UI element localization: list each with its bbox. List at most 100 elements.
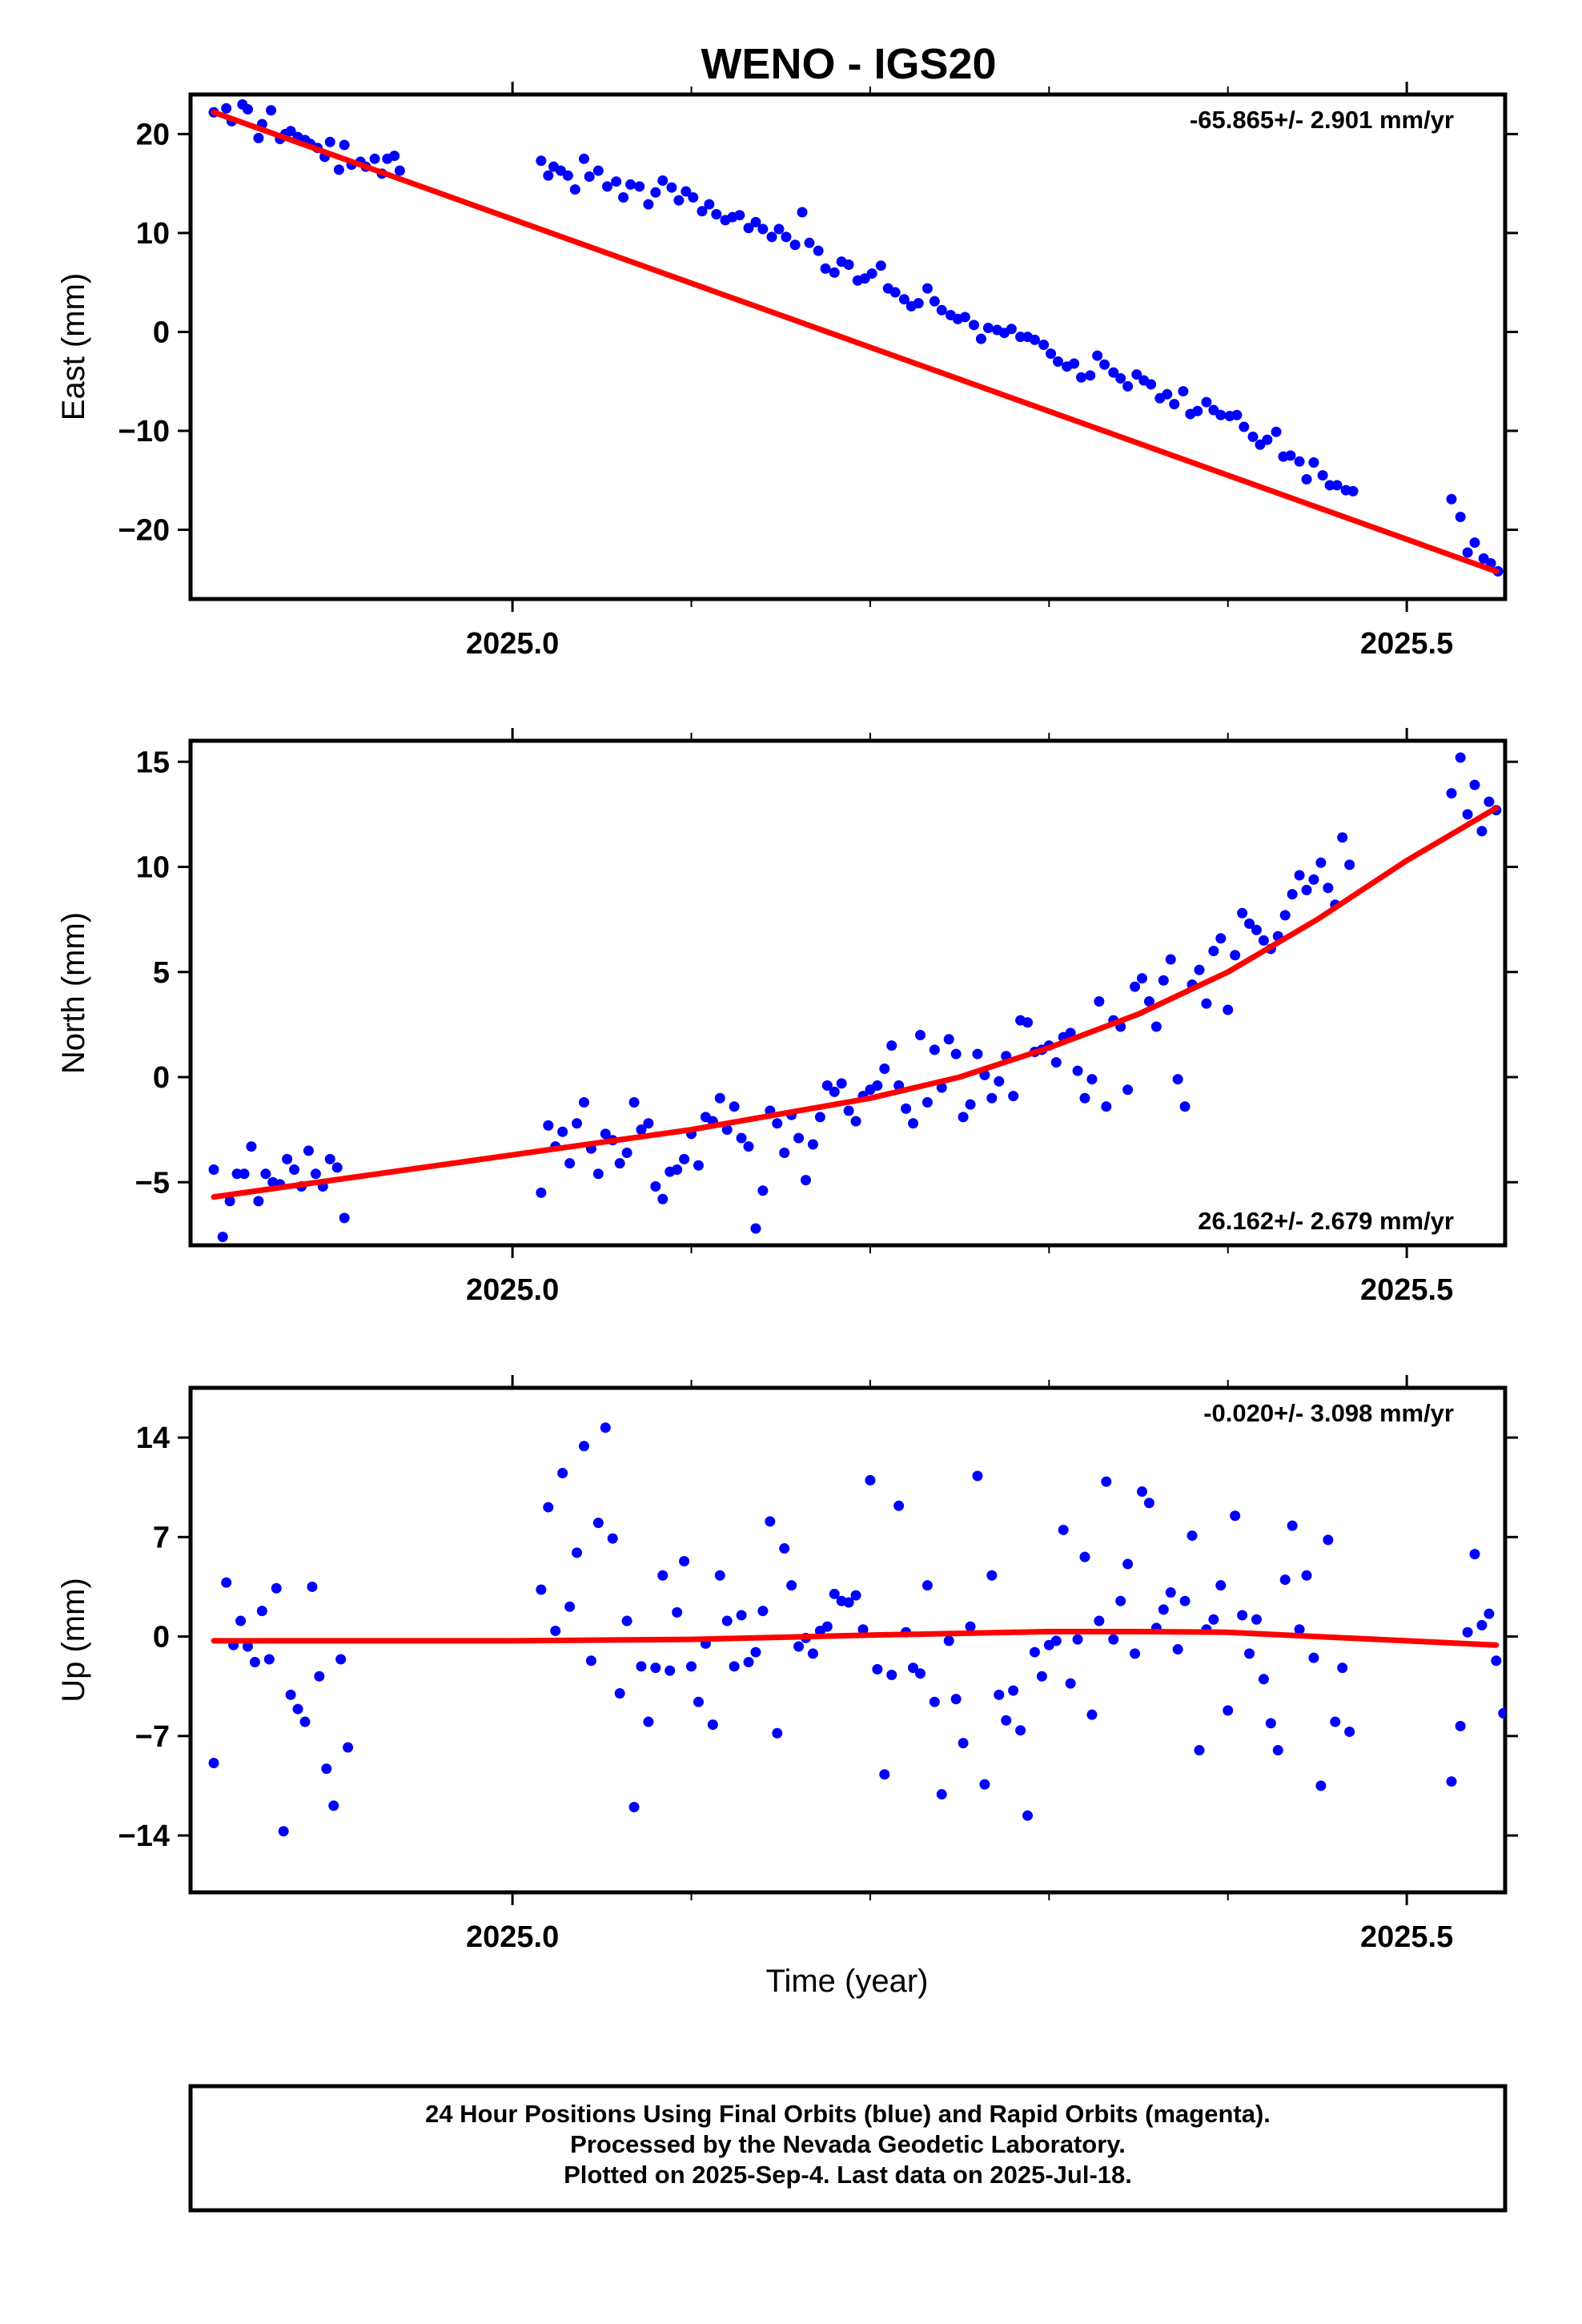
up-data-point	[1136, 1486, 1147, 1498]
up-data-point	[235, 1615, 247, 1626]
east-data-point	[921, 283, 933, 294]
up-data-point	[285, 1689, 296, 1700]
up-data-point	[979, 1779, 990, 1790]
north-data-point	[324, 1153, 335, 1164]
north-data-point	[772, 1118, 783, 1129]
north-data-point	[1301, 884, 1312, 895]
north-data-point	[908, 1118, 919, 1129]
up-data-point	[1008, 1685, 1019, 1696]
up-data-point	[793, 1641, 805, 1652]
up-y-tick-label: −7	[135, 1720, 170, 1754]
up-data-point	[636, 1661, 647, 1672]
north-data-point	[289, 1164, 300, 1175]
east-data-point	[333, 164, 344, 175]
east-data-point	[804, 237, 815, 248]
up-data-point	[714, 1570, 725, 1581]
up-y-tick-label: 7	[153, 1521, 170, 1554]
east-data-point	[389, 151, 400, 162]
east-data-point	[1046, 348, 1057, 360]
north-data-point	[1079, 1092, 1090, 1104]
east-data-point	[1317, 470, 1328, 481]
up-data-point	[779, 1543, 790, 1554]
east-data-point	[829, 267, 840, 278]
up-y-tick-label: −14	[118, 1819, 170, 1853]
east-data-point	[1455, 511, 1466, 522]
north-data-point	[303, 1145, 314, 1156]
east-data-point	[643, 199, 654, 210]
up-data-point	[1244, 1648, 1255, 1659]
north-data-point	[621, 1148, 632, 1158]
up-data-point	[343, 1742, 354, 1753]
up-y-axis-label: Up (mm)	[56, 1578, 91, 1703]
north-data-point	[1244, 918, 1255, 929]
east-data-point	[1169, 399, 1180, 410]
north-data-point	[543, 1120, 554, 1131]
north-data-point	[643, 1118, 654, 1129]
north-data-point	[1484, 796, 1495, 807]
north-data-point	[1094, 996, 1105, 1007]
north-data-point	[714, 1092, 725, 1104]
north-data-point	[657, 1193, 669, 1204]
footer-line-2: Processed by the Nevada Geodetic Laborat…	[570, 2130, 1126, 2158]
up-data-point	[564, 1601, 576, 1612]
up-data-point	[665, 1665, 676, 1676]
north-panel: 2025.0 2025.5 15 10 5 0 −5 North (mm) 26.162+/- …	[56, 728, 1518, 1307]
north-data-point	[1136, 973, 1147, 984]
east-data-point	[592, 165, 604, 176]
up-data-point	[886, 1669, 897, 1680]
east-data-point	[1069, 358, 1080, 369]
east-data-layer	[208, 99, 1504, 577]
east-fit-line	[211, 109, 1500, 574]
up-data-point	[543, 1502, 554, 1513]
up-data-point	[958, 1738, 969, 1749]
up-data-point	[614, 1688, 625, 1699]
north-data-point	[650, 1181, 661, 1192]
x-axis-label: Time (year)	[766, 1964, 929, 1999]
up-data-point	[914, 1668, 926, 1679]
east-data-point	[866, 268, 877, 279]
east-data-point	[1239, 421, 1250, 432]
east-x-tick-label: 2025.0	[466, 627, 559, 661]
east-data-point	[369, 153, 380, 164]
east-data-point	[1076, 372, 1087, 383]
up-data-point	[686, 1661, 697, 1672]
east-data-point	[266, 105, 277, 116]
up-data-point	[893, 1500, 905, 1511]
east-data-point	[634, 181, 645, 192]
north-data-point	[958, 1112, 969, 1123]
up-data-point	[1315, 1780, 1327, 1791]
north-data-point	[750, 1223, 761, 1234]
north-data-point	[943, 1034, 954, 1045]
north-y-tick-label: 15	[136, 746, 170, 779]
east-data-point	[757, 223, 769, 235]
east-y-tick-label: 20	[136, 118, 170, 151]
east-data-point	[843, 259, 854, 270]
north-data-point	[779, 1148, 790, 1158]
north-data-point	[693, 1160, 704, 1171]
north-data-point	[743, 1141, 754, 1152]
up-data-point	[1344, 1726, 1355, 1737]
east-data-point	[820, 263, 831, 274]
east-y-tick-label: −10	[118, 415, 170, 448]
up-data-point	[1001, 1715, 1012, 1726]
up-data-point	[1294, 1624, 1305, 1635]
north-rate-label: 26.162+/- 2.679 mm/yr	[1198, 1207, 1454, 1235]
up-data-point	[1058, 1524, 1069, 1535]
north-data-point	[1344, 859, 1355, 870]
east-data-point	[1038, 340, 1050, 351]
north-data-point	[672, 1164, 683, 1175]
north-data-point	[1143, 996, 1154, 1007]
north-data-point	[829, 1086, 840, 1097]
up-data-point	[986, 1570, 998, 1581]
up-data-point	[865, 1474, 876, 1486]
north-data-point	[1279, 910, 1291, 921]
east-data-point	[1108, 367, 1119, 378]
east-data-point	[394, 165, 405, 176]
up-data-point	[786, 1580, 797, 1591]
east-data-point	[781, 231, 792, 243]
up-data-point	[1287, 1520, 1298, 1531]
north-data-point	[246, 1141, 257, 1152]
east-data-point	[968, 320, 979, 331]
north-data-point	[986, 1092, 998, 1104]
up-y-tick-label: 14	[136, 1421, 170, 1455]
